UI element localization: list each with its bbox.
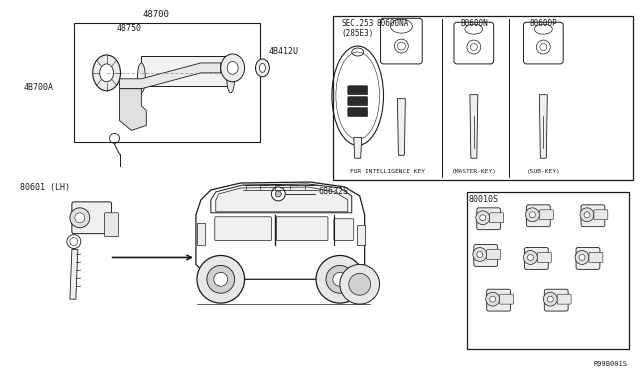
Polygon shape	[120, 89, 147, 131]
FancyBboxPatch shape	[576, 247, 600, 269]
Polygon shape	[397, 99, 405, 155]
Text: 4B412U: 4B412U	[268, 46, 298, 55]
FancyBboxPatch shape	[524, 247, 548, 269]
Polygon shape	[211, 184, 352, 213]
Circle shape	[326, 265, 354, 293]
FancyBboxPatch shape	[215, 217, 271, 241]
Circle shape	[527, 254, 533, 260]
Text: 80601 (LH): 80601 (LH)	[20, 183, 70, 192]
Circle shape	[529, 212, 536, 218]
Circle shape	[575, 250, 589, 264]
FancyBboxPatch shape	[348, 97, 367, 106]
Circle shape	[197, 256, 244, 303]
FancyBboxPatch shape	[490, 213, 504, 223]
Circle shape	[70, 208, 90, 228]
Polygon shape	[470, 95, 478, 158]
Circle shape	[271, 187, 285, 201]
FancyBboxPatch shape	[72, 202, 111, 234]
Circle shape	[486, 292, 500, 306]
FancyBboxPatch shape	[334, 219, 354, 241]
Circle shape	[543, 292, 557, 306]
Bar	[333, 16, 633, 180]
Circle shape	[473, 247, 487, 262]
Circle shape	[476, 211, 490, 225]
Circle shape	[480, 215, 486, 221]
FancyBboxPatch shape	[487, 250, 500, 259]
FancyBboxPatch shape	[477, 208, 500, 230]
FancyBboxPatch shape	[104, 213, 118, 237]
Circle shape	[340, 264, 380, 304]
Circle shape	[580, 208, 594, 222]
FancyBboxPatch shape	[527, 205, 550, 227]
FancyBboxPatch shape	[276, 217, 328, 241]
Ellipse shape	[221, 54, 244, 82]
Circle shape	[349, 273, 371, 295]
FancyBboxPatch shape	[589, 253, 603, 262]
Polygon shape	[120, 63, 221, 89]
Circle shape	[275, 191, 282, 197]
Circle shape	[214, 272, 228, 286]
FancyBboxPatch shape	[540, 210, 553, 220]
Polygon shape	[70, 250, 78, 299]
Ellipse shape	[227, 61, 238, 74]
Ellipse shape	[100, 64, 113, 82]
Circle shape	[547, 296, 553, 302]
Polygon shape	[216, 187, 348, 212]
Text: 4B700A: 4B700A	[24, 83, 54, 92]
Text: 80600NA: 80600NA	[376, 19, 409, 28]
Circle shape	[477, 251, 483, 257]
Bar	[356, 225, 365, 244]
Circle shape	[490, 296, 495, 302]
Text: (285E3): (285E3)	[342, 29, 374, 38]
Polygon shape	[196, 182, 365, 279]
FancyBboxPatch shape	[348, 108, 367, 116]
Text: 48750: 48750	[116, 24, 141, 33]
Circle shape	[579, 254, 585, 260]
FancyBboxPatch shape	[474, 244, 498, 266]
Text: 80010S: 80010S	[469, 195, 499, 204]
Circle shape	[207, 265, 235, 293]
Polygon shape	[540, 95, 547, 158]
Bar	[467, 192, 628, 349]
Text: (MASTER-KEY): (MASTER-KEY)	[451, 169, 497, 174]
FancyBboxPatch shape	[557, 294, 571, 304]
Text: SEC.253: SEC.253	[342, 19, 374, 28]
Ellipse shape	[93, 55, 120, 91]
Bar	[197, 223, 205, 244]
FancyBboxPatch shape	[348, 86, 367, 95]
FancyBboxPatch shape	[544, 289, 568, 311]
FancyBboxPatch shape	[487, 289, 511, 311]
Text: 48700: 48700	[143, 10, 170, 19]
Text: FOR INTELLIGENCE KEY: FOR INTELLIGENCE KEY	[350, 169, 425, 174]
Circle shape	[524, 250, 538, 264]
FancyBboxPatch shape	[538, 253, 551, 262]
Ellipse shape	[138, 63, 145, 93]
Bar	[141, 56, 230, 86]
Circle shape	[333, 272, 347, 286]
Circle shape	[316, 256, 364, 303]
Circle shape	[525, 208, 540, 222]
Text: B0600N: B0600N	[460, 19, 488, 28]
Text: (SUB-KEY): (SUB-KEY)	[527, 169, 560, 174]
Circle shape	[584, 212, 590, 218]
Ellipse shape	[227, 63, 235, 93]
Text: R99B001S: R99B001S	[594, 360, 628, 367]
Ellipse shape	[255, 59, 269, 77]
FancyBboxPatch shape	[581, 205, 605, 227]
Ellipse shape	[259, 63, 266, 73]
Circle shape	[75, 213, 84, 223]
Bar	[74, 23, 260, 142]
Polygon shape	[354, 137, 362, 158]
FancyBboxPatch shape	[594, 210, 608, 220]
FancyBboxPatch shape	[500, 294, 513, 304]
Text: 80600P: 80600P	[529, 19, 557, 28]
Text: 68632S: 68632S	[318, 187, 348, 196]
